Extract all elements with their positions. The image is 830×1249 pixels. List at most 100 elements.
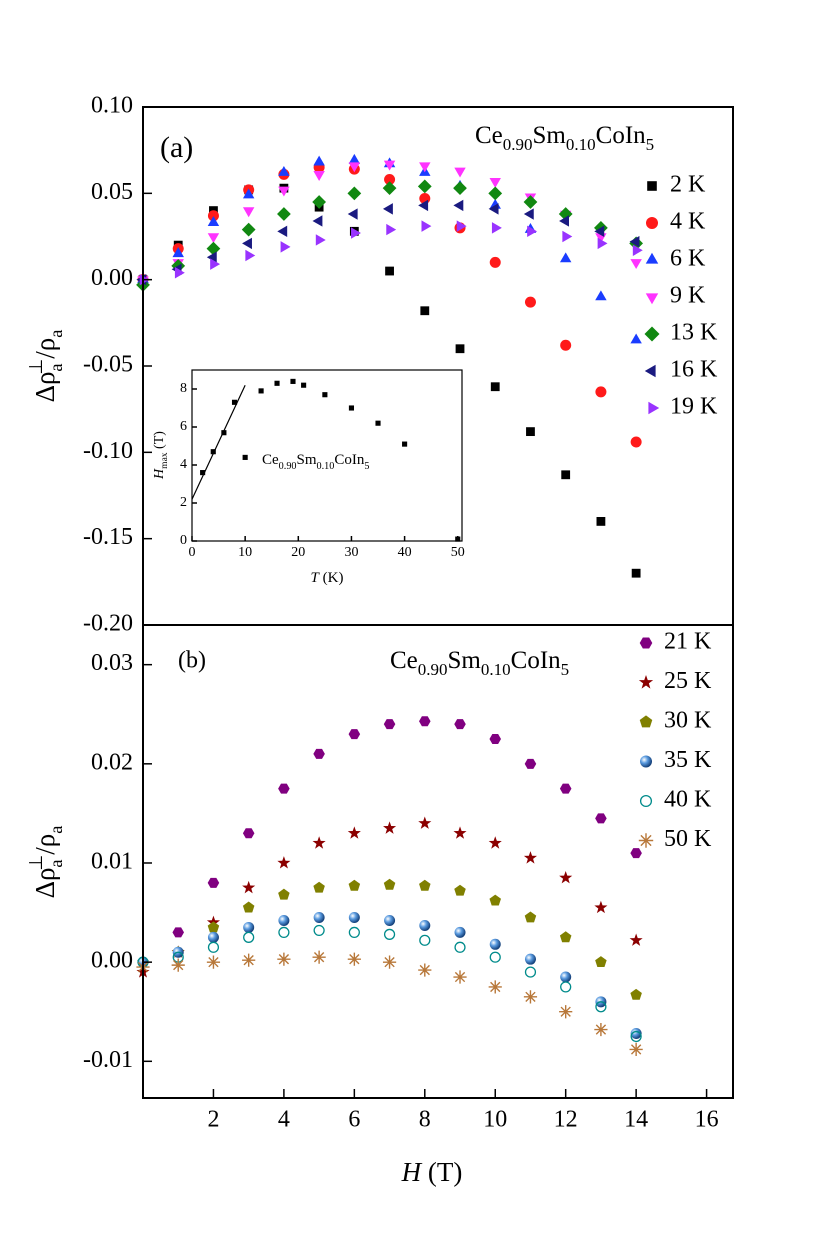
marker [647,181,657,191]
marker [419,934,431,946]
marker [595,1001,607,1013]
marker [594,900,608,914]
y-axis-label-part: (T) [152,431,167,453]
x-tick-label: 40 [398,545,412,560]
compound-label-part: Sm [533,122,567,149]
marker [595,813,607,824]
marker [312,950,326,964]
y-tick-label: 6 [180,419,187,434]
marker [596,517,606,526]
marker [313,924,325,937]
marker [523,195,538,209]
marker [243,921,255,933]
y-axis-label-part: a [46,859,66,867]
marker [174,267,185,279]
marker [524,911,537,923]
marker [347,826,361,839]
marker [524,953,536,965]
legend-label: 13 K [670,320,718,346]
marker [277,207,291,221]
marker [347,952,361,966]
compound-label-part: CoIn [334,452,365,468]
marker [524,966,537,978]
marker [419,879,431,891]
marker [453,181,467,196]
compound-label-part: Ce [262,452,279,468]
compound-label-part: 0.90 [279,461,297,472]
legend-label: 9 K [670,283,706,309]
marker [348,729,361,740]
x-tick-label: 2 [207,1107,219,1133]
marker [402,441,408,447]
y-axis-label-part: Δρ [30,372,60,403]
marker [632,244,643,257]
marker [383,821,397,834]
marker [207,210,219,222]
marker [560,339,572,351]
marker [384,174,396,186]
marker [385,266,394,276]
marker [277,952,291,966]
y-tick-label: 0.03 [91,650,133,676]
marker [454,926,466,938]
compound-label-part: Sm [297,452,317,468]
marker [559,931,572,943]
fit-line [191,384,246,500]
plot-frame [142,624,734,1099]
compound-label-part: 5 [364,461,369,472]
compound-label-part: Ce [390,647,418,674]
marker [455,344,465,354]
y-tick-label: 8 [180,381,187,396]
y-tick-label: 0.00 [91,265,133,291]
marker [280,241,291,253]
y-tick-label: -0.01 [83,1047,133,1073]
marker [418,199,429,212]
marker [524,296,536,308]
y-axis-label-part: a [46,826,66,834]
marker [558,207,573,221]
marker [207,931,219,943]
x-tick-label: 30 [344,545,358,560]
marker [313,171,325,181]
legend-label: 19 K [670,394,718,420]
marker [313,881,325,893]
compound-label: Ce0.90Sm0.10CoIn5 [262,452,369,471]
marker [639,794,653,808]
marker [348,162,361,173]
panel-label: (b) [178,648,206,674]
marker [559,252,572,263]
marker [630,848,642,859]
marker [631,568,641,578]
y-tick-label: 0.10 [91,93,133,119]
legend-label: 50 K [664,826,712,852]
marker [383,719,396,730]
marker [630,1030,642,1043]
y-tick-label: 2 [180,495,187,510]
marker [488,186,503,201]
marker [420,306,430,316]
marker [561,470,571,480]
y-axis-label-part: ⊥ [26,855,46,871]
compound-label-part: 0.90 [418,660,448,679]
compound-label-part: 5 [561,660,570,679]
marker [645,252,659,264]
marker [489,951,501,963]
marker [348,926,360,939]
marker [348,405,355,411]
y-axis-label-part: a [46,363,66,371]
legend-label: 40 K [664,787,712,813]
marker [489,734,502,745]
marker [313,155,325,166]
marker [638,675,654,689]
marker [453,826,467,839]
marker [453,199,464,212]
marker [595,386,607,398]
marker [258,388,264,394]
inset-background [192,370,462,541]
legend-label: 35 K [664,747,712,773]
y-tick-label: 0.00 [91,948,133,974]
legend-label: 21 K [664,629,712,655]
x-tick-label: 14 [624,1107,648,1133]
marker [644,364,656,378]
